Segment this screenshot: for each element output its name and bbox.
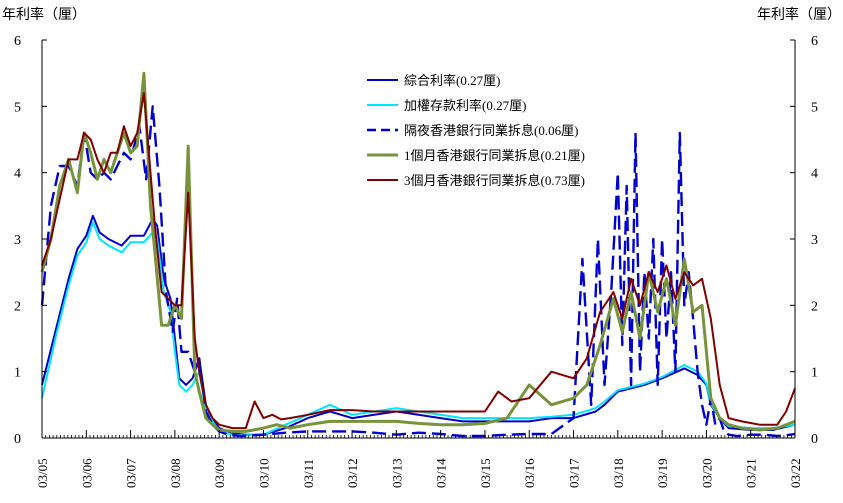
legend-label-4: 1個月香港銀行同業拆息(0.21厘) xyxy=(404,148,585,163)
x-tick-label: 03/19 xyxy=(655,458,670,488)
x-tick-label: 03/11 xyxy=(301,459,316,488)
x-tick-label: 03/12 xyxy=(345,458,360,488)
y-tick-label-right: 2 xyxy=(811,299,818,314)
y-tick-label-left: 6 xyxy=(14,34,21,49)
x-tick-label: 03/13 xyxy=(389,458,404,488)
x-tick-label: 03/22 xyxy=(788,458,803,488)
x-tick-label: 03/07 xyxy=(124,458,139,488)
x-tick-label: 03/08 xyxy=(168,458,183,488)
y-tick-label-right: 5 xyxy=(811,100,818,115)
legend: 綜合利率(0.27厘) 加權存款利率(0.27厘) 隔夜香港銀行同業拆息(0.06厘… xyxy=(367,73,585,188)
x-tick-label: 03/15 xyxy=(478,458,493,488)
y-tick-label-right: 3 xyxy=(811,233,818,248)
x-tick-label: 03/06 xyxy=(79,458,94,488)
y-unit-label-right: 年利率（厘） xyxy=(757,6,841,23)
x-tick-label: 03/18 xyxy=(611,458,626,488)
x-tick-label: 03/10 xyxy=(256,458,271,488)
y-tick-label-left: 4 xyxy=(14,167,21,182)
series-line-5 xyxy=(41,92,796,430)
series-line-4 xyxy=(40,71,796,433)
y-tick-label-left: 5 xyxy=(14,100,21,115)
y-tick-label-left: 2 xyxy=(14,299,21,314)
series-line-2 xyxy=(41,221,796,437)
series-line-1 xyxy=(41,214,796,436)
legend-label-3: 隔夜香港銀行同業拆息(0.06厘) xyxy=(404,123,578,138)
legend-label-2: 加權存款利率(0.27厘) xyxy=(404,98,526,113)
y-tick-label-right: 6 xyxy=(811,34,818,49)
legend-label-5: 3個月香港銀行同業拆息(0.73厘) xyxy=(404,173,585,188)
y-tick-label-left: 1 xyxy=(14,366,21,381)
x-tick-label: 03/17 xyxy=(567,458,582,488)
y-tick-label-right: 1 xyxy=(811,366,818,381)
y-tick-label-right: 4 xyxy=(811,167,818,182)
axes-layer: 0 0 1 1 2 2 3 3 4 4 5 5 6 6 年利率（厘） 年利率（厘） 03/05 03/06 03/0… xyxy=(2,6,841,488)
y-tick-label-left: 0 xyxy=(14,432,21,447)
x-tick-label: 03/14 xyxy=(434,458,449,488)
y-tick-label-right: 0 xyxy=(811,432,818,447)
x-tick-label: 03/20 xyxy=(699,458,714,488)
series-lines-layer xyxy=(40,71,796,438)
x-tick-label: 03/05 xyxy=(35,458,50,488)
y-unit-label-left: 年利率（厘） xyxy=(2,6,86,23)
x-tick-label: 03/16 xyxy=(522,458,537,488)
x-tick-label: 03/09 xyxy=(212,458,227,488)
x-tick-label: 03/21 xyxy=(744,458,759,488)
series-line-3 xyxy=(40,105,796,438)
y-tick-label-left: 3 xyxy=(14,233,21,248)
legend-label-1: 綜合利率(0.27厘) xyxy=(404,73,500,88)
